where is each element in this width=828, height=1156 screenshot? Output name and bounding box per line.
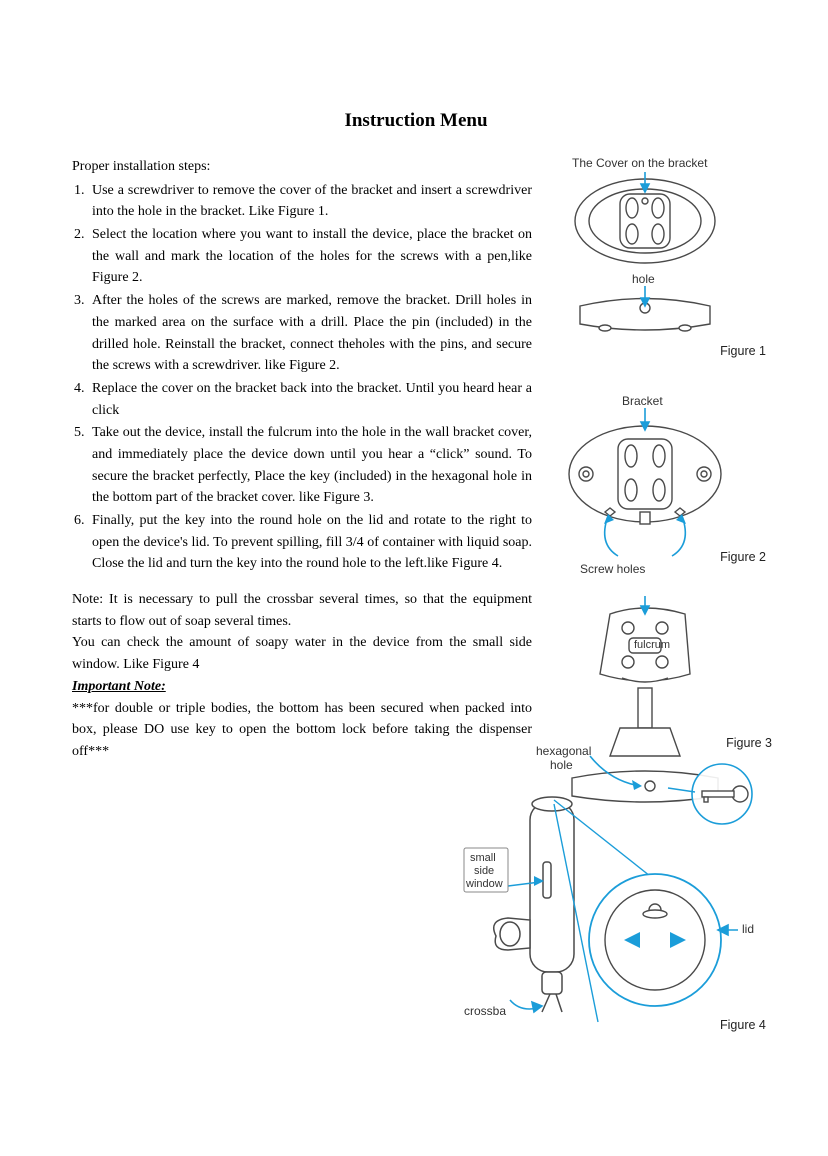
figure-2-svg [550, 394, 760, 574]
intro-line: Proper installation steps: [72, 156, 532, 178]
steps-list: Use a screwdriver to remove the cover of… [72, 180, 532, 575]
content-row: Proper installation steps: Use a screwdr… [72, 156, 760, 763]
important-text: ***for double or triple bodies, the bott… [72, 698, 532, 763]
figure-3-caption: Figure 3 [726, 736, 772, 750]
step-6: Finally, put the key into the round hole… [88, 510, 532, 575]
figure-4: small side window crossba lid Figure 4 [400, 790, 770, 1055]
label-hex: hexagonal [536, 744, 591, 758]
step-1: Use a screwdriver to remove the cover of… [88, 180, 532, 223]
notes: Note: It is necessary to pull the crossb… [72, 589, 532, 763]
svg-text:window: window [465, 878, 503, 890]
label-lid: lid [742, 922, 754, 936]
figure-1-svg [550, 156, 760, 356]
label-hole: hole [632, 272, 655, 286]
figure-4-svg: small side window [400, 790, 770, 1050]
page-title: Instruction Menu [72, 110, 760, 132]
label-bracket: Bracket [622, 394, 663, 408]
text-column: Proper installation steps: Use a screwdr… [72, 156, 532, 763]
svg-text:side: side [474, 865, 494, 877]
figure-1-caption: Figure 1 [720, 344, 766, 358]
step-3: After the holes of the screws are marked… [88, 290, 532, 377]
instruction-page: Instruction Menu Proper installation ste… [0, 0, 828, 803]
important-label: Important Note: [72, 679, 166, 694]
label-screw-holes: Screw holes [580, 562, 645, 576]
figure-4-caption: Figure 4 [720, 1018, 766, 1032]
figure-1: The Cover on the bracket [550, 156, 760, 356]
figures-column: The Cover on the bracket [550, 156, 760, 763]
note-2: You can check the amount of soapy water … [72, 632, 532, 675]
step-2: Select the location where you want to in… [88, 224, 532, 289]
label-crossba: crossba [464, 1004, 506, 1018]
figure-2: Bracket [550, 394, 760, 574]
figure-2-caption: Figure 2 [720, 550, 766, 564]
svg-text:fulcrum: fulcrum [634, 639, 670, 651]
step-4: Replace the cover on the bracket back in… [88, 378, 532, 421]
label-hex2: hole [550, 758, 573, 772]
label-cover: The Cover on the bracket [572, 156, 707, 170]
svg-text:small: small [470, 852, 496, 864]
note-1: Note: It is necessary to pull the crossb… [72, 589, 532, 632]
step-5: Take out the device, install the fulcrum… [88, 422, 532, 509]
